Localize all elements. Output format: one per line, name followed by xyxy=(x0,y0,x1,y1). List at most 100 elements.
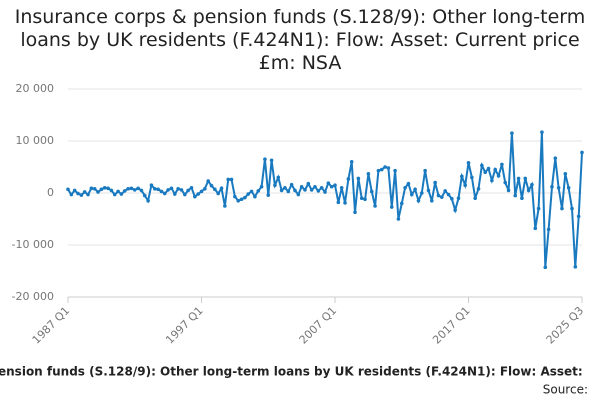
point xyxy=(156,187,160,192)
point xyxy=(493,167,498,172)
point xyxy=(533,226,538,231)
point xyxy=(69,192,74,197)
point xyxy=(286,189,291,194)
point xyxy=(233,194,237,199)
point xyxy=(126,187,130,191)
point xyxy=(343,201,347,205)
point xyxy=(82,190,87,194)
point xyxy=(249,189,254,194)
point xyxy=(266,193,271,197)
point xyxy=(433,180,437,185)
point xyxy=(216,191,220,196)
point xyxy=(102,186,107,190)
point xyxy=(152,187,157,191)
point xyxy=(543,265,548,270)
point xyxy=(146,199,150,203)
point xyxy=(72,188,77,193)
point xyxy=(323,190,327,194)
point xyxy=(503,180,508,185)
point xyxy=(359,196,364,200)
point xyxy=(396,217,401,221)
point xyxy=(446,192,451,197)
point xyxy=(490,178,494,183)
point xyxy=(203,187,207,191)
y-tick-label: 0 xyxy=(47,186,54,199)
point xyxy=(189,186,194,190)
point xyxy=(389,205,394,209)
point xyxy=(243,195,247,200)
point xyxy=(316,189,321,193)
point xyxy=(399,201,404,206)
x-tick-label: 1997 Q1 xyxy=(163,304,206,347)
point xyxy=(546,227,551,232)
y-tick-label: 10 000 xyxy=(16,134,55,147)
y-tick-label: 20 000 xyxy=(16,82,55,95)
point xyxy=(219,186,224,191)
point xyxy=(176,187,180,191)
point xyxy=(560,206,564,211)
point xyxy=(336,200,341,205)
point xyxy=(506,188,511,193)
point xyxy=(263,157,267,161)
x-tick-label: 2017 Q1 xyxy=(430,304,473,347)
point xyxy=(516,176,521,181)
point xyxy=(369,189,374,194)
point xyxy=(566,186,571,190)
point xyxy=(406,181,411,186)
point xyxy=(309,188,314,192)
point xyxy=(109,188,114,193)
point xyxy=(326,181,331,185)
point xyxy=(443,189,447,193)
point xyxy=(456,196,461,200)
point xyxy=(536,206,541,211)
point xyxy=(112,192,117,197)
point xyxy=(466,161,471,165)
point xyxy=(273,183,277,187)
point xyxy=(520,196,524,200)
point xyxy=(173,192,177,196)
point xyxy=(122,189,127,193)
point xyxy=(480,163,484,168)
point xyxy=(79,193,84,197)
point xyxy=(149,183,154,187)
point xyxy=(333,183,337,187)
point xyxy=(376,168,381,173)
point xyxy=(419,191,424,195)
point xyxy=(299,184,304,189)
point xyxy=(436,193,441,198)
point xyxy=(349,160,354,164)
point xyxy=(473,196,477,200)
point xyxy=(356,176,361,181)
point xyxy=(463,183,467,187)
point xyxy=(166,188,170,192)
x-tick-label: 2007 Q1 xyxy=(297,304,340,347)
point xyxy=(283,186,287,190)
point xyxy=(86,192,90,197)
point xyxy=(89,186,94,191)
point xyxy=(580,150,584,155)
point xyxy=(426,188,431,193)
point xyxy=(183,192,187,197)
point xyxy=(142,193,147,198)
y-tick-label: -20 000 xyxy=(12,290,54,303)
point xyxy=(199,189,204,194)
point xyxy=(329,184,334,189)
point xyxy=(413,187,417,192)
point xyxy=(523,176,528,181)
point xyxy=(440,195,444,199)
point xyxy=(416,199,421,203)
point xyxy=(313,184,317,189)
point xyxy=(136,186,140,191)
point xyxy=(460,174,464,179)
chart-title: Insurance corps & pension funds (S.128/9… xyxy=(14,6,586,74)
point xyxy=(276,175,281,180)
point xyxy=(106,186,110,191)
point xyxy=(403,186,407,190)
point xyxy=(383,165,387,169)
point xyxy=(353,210,357,215)
point xyxy=(169,186,174,191)
point xyxy=(246,192,251,196)
point xyxy=(476,187,481,191)
point xyxy=(430,199,434,203)
y-tick-label: -10 000 xyxy=(12,238,54,251)
